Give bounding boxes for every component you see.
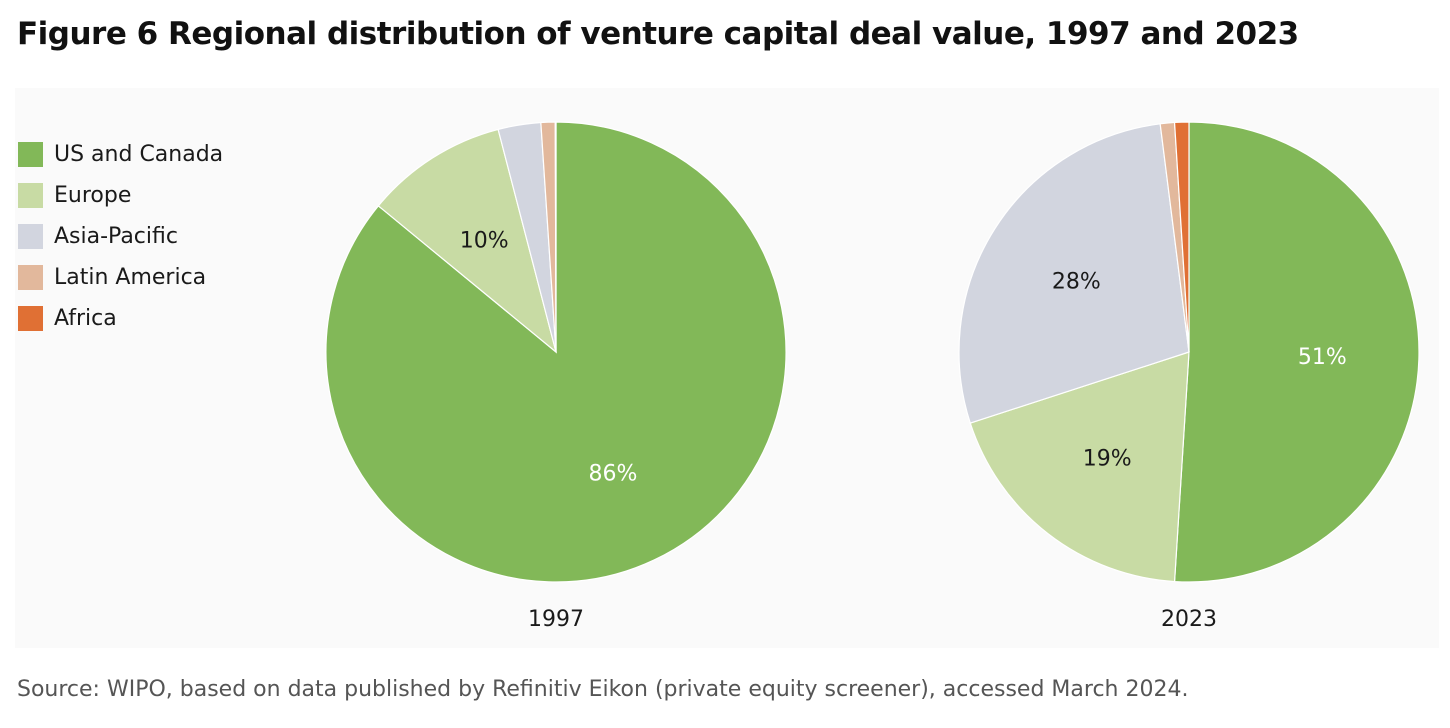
legend-swatch bbox=[18, 183, 43, 208]
legend-item-asia-pacific: Asia-Pacific bbox=[18, 216, 223, 257]
legend-swatch bbox=[18, 142, 43, 167]
pie-2023-slice-europe bbox=[969, 351, 1190, 583]
pie-2023-label-asia-pacific: 28% bbox=[1052, 270, 1101, 295]
legend-item-us-canada: US and Canada bbox=[18, 134, 223, 175]
pie-2023-slice-asia-pacific bbox=[958, 123, 1190, 424]
pie-2023-slice-africa bbox=[1173, 121, 1190, 353]
chart-title: Figure 6 Regional distribution of ventur… bbox=[17, 16, 1299, 52]
pie-2023-label-europe: 19% bbox=[1083, 446, 1132, 471]
legend-swatch bbox=[18, 265, 43, 290]
legend-label: US and Canada bbox=[54, 142, 224, 167]
legend-label: Europe bbox=[54, 183, 132, 208]
legend-swatch bbox=[18, 306, 43, 331]
legend-label: Latin America bbox=[54, 265, 207, 290]
pie-1997-label-us-and-canada: 86% bbox=[589, 462, 638, 487]
pie-1997-label-europe: 10% bbox=[460, 229, 509, 254]
legend-item-europe: Europe bbox=[18, 175, 223, 216]
legend-item-africa: Africa bbox=[18, 298, 223, 339]
pie-2023-slice-us-and-canada bbox=[1173, 121, 1420, 583]
legend-label: Asia-Pacific bbox=[54, 224, 178, 249]
legend-label: Africa bbox=[54, 306, 117, 331]
pie-1997-slice-africa bbox=[554, 121, 557, 353]
legend-item-latin-america: Latin America bbox=[18, 257, 223, 298]
pie-title-1997: 1997 bbox=[528, 607, 584, 632]
source-note: Source: WIPO, based on data published by… bbox=[17, 677, 1189, 702]
pie-title-2023: 2023 bbox=[1161, 607, 1217, 632]
legend-swatch bbox=[18, 224, 43, 249]
pie-1997-slice-europe bbox=[377, 128, 558, 354]
legend: US and Canada Europe Asia-Pacific Latin … bbox=[18, 134, 223, 339]
pie-2023-label-us-and-canada: 51% bbox=[1298, 345, 1347, 370]
